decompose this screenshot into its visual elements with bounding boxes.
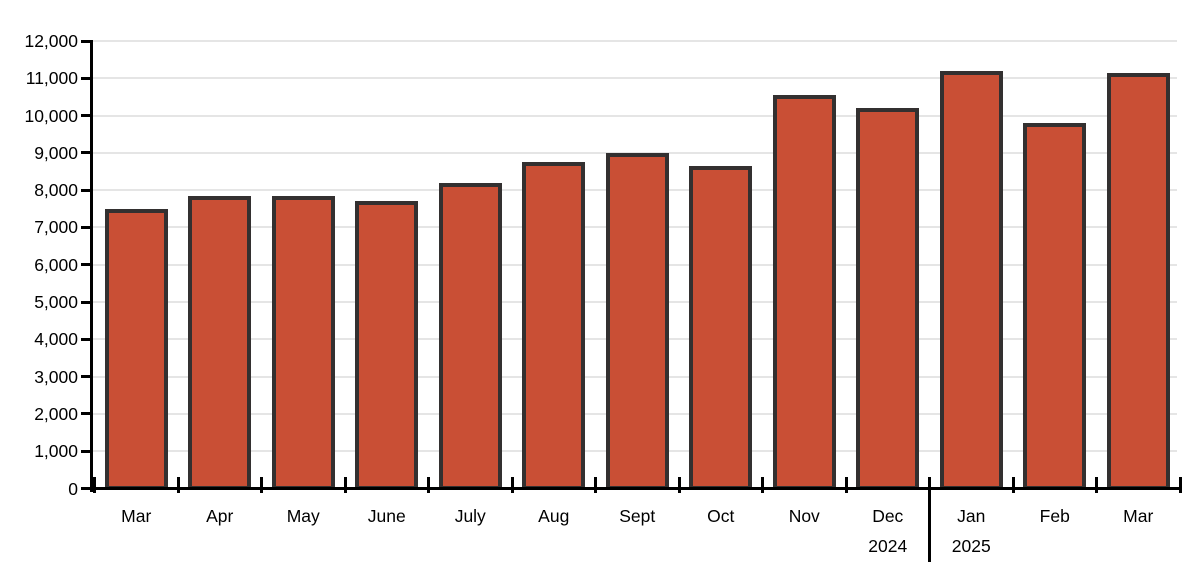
bar (522, 162, 586, 490)
y-tick-label: 5,000 (34, 292, 78, 313)
x-tick-label: Sept (619, 506, 656, 526)
y-tick-label: 8,000 (34, 180, 78, 201)
x-tick-label: Jan (957, 506, 986, 526)
x-axis-line (88, 487, 1182, 490)
bar (438, 182, 502, 490)
y-axis-tick (81, 151, 90, 155)
x-tick-label: Nov (788, 506, 820, 526)
bar (939, 70, 1003, 490)
y-tick-label: 7,000 (34, 217, 78, 238)
y-axis-tick (81, 225, 90, 229)
bar (104, 208, 168, 490)
bar (689, 165, 753, 490)
x-tick-label: Dec (872, 506, 904, 526)
x-axis-tick (1095, 477, 1098, 493)
bar (1023, 122, 1087, 490)
y-axis-tick (81, 487, 90, 490)
x-axis-tick (510, 477, 514, 493)
x-tick-label: July (454, 506, 486, 526)
bar (271, 195, 335, 490)
year-label: 2025 (951, 536, 991, 556)
y-axis-line (89, 39, 93, 492)
y-axis-tick (81, 412, 90, 416)
x-tick-label: Aug (538, 506, 570, 526)
x-axis-tick (1011, 477, 1015, 493)
bar (856, 107, 920, 490)
y-grid-line (91, 40, 1177, 42)
x-tick-label: Oct (707, 506, 735, 526)
y-axis-tick (81, 76, 90, 80)
bar (772, 94, 836, 490)
y-axis-tick (81, 300, 90, 304)
x-tick-label: Feb (1039, 506, 1070, 526)
x-tick-label: Mar (121, 506, 152, 526)
x-axis-tick (594, 477, 597, 493)
y-tick-label: 4,000 (34, 329, 78, 350)
y-axis-tick (81, 114, 90, 118)
y-tick-label: 11,000 (25, 68, 78, 89)
x-axis-tick (343, 477, 347, 493)
y-tick-label: 2,000 (34, 403, 78, 424)
y-tick-label: 3,000 (34, 366, 78, 387)
x-axis-tick (427, 477, 430, 493)
y-tick-label: 10,000 (24, 105, 78, 126)
x-tick-label: May (286, 506, 320, 526)
y-axis-tick (81, 263, 90, 267)
year-divider-line (928, 477, 931, 562)
y-grid-line (91, 77, 1177, 80)
y-axis-tick (81, 375, 90, 379)
x-axis-tick (260, 477, 263, 493)
y-tick-label: 1,000 (34, 441, 78, 462)
x-axis-tick (677, 477, 681, 493)
y-tick-label: 0 (68, 478, 78, 499)
y-axis-tick (81, 337, 90, 341)
x-tick-label: Apr (206, 506, 234, 526)
y-tick-label: 6,000 (34, 254, 78, 275)
y-axis-tick (81, 449, 90, 453)
x-axis-tick (844, 477, 848, 493)
x-axis-tick (176, 477, 180, 493)
y-tick-label: 12,000 (24, 31, 78, 51)
bar (355, 201, 419, 490)
bar (1106, 72, 1170, 490)
x-axis-tick (761, 477, 764, 493)
bar (188, 195, 252, 490)
bar (605, 152, 669, 490)
year-label: 2024 (868, 536, 908, 556)
x-tick-label: Mar (1123, 506, 1154, 526)
x-axis-tick (93, 477, 96, 493)
x-tick-label: June (367, 506, 406, 526)
y-tick-label: 9,000 (34, 142, 78, 163)
y-grid-line (91, 114, 1177, 117)
x-axis-tick (1178, 477, 1182, 493)
y-axis-tick (81, 188, 90, 192)
y-axis-tick (81, 39, 90, 43)
